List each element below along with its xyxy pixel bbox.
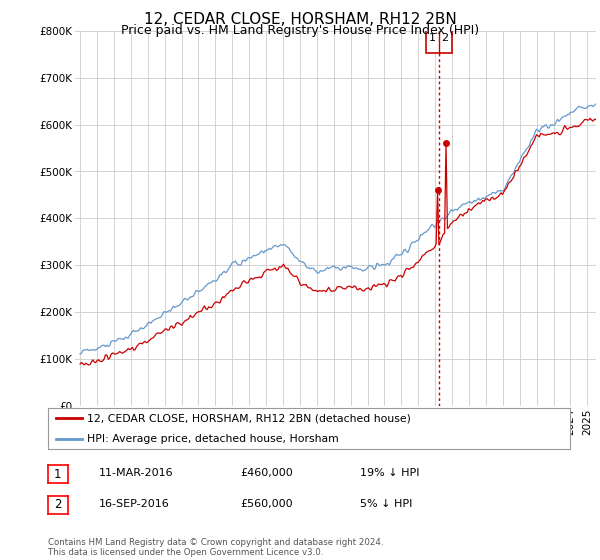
Text: £560,000: £560,000 xyxy=(240,499,293,509)
Text: HPI: Average price, detached house, Horsham: HPI: Average price, detached house, Hors… xyxy=(87,434,339,444)
Text: 12, CEDAR CLOSE, HORSHAM, RH12 2BN: 12, CEDAR CLOSE, HORSHAM, RH12 2BN xyxy=(143,12,457,27)
Text: 16-SEP-2016: 16-SEP-2016 xyxy=(99,499,170,509)
Text: 2: 2 xyxy=(442,33,449,43)
Text: 5% ↓ HPI: 5% ↓ HPI xyxy=(360,499,412,509)
Text: 1: 1 xyxy=(428,33,436,43)
Text: Price paid vs. HM Land Registry's House Price Index (HPI): Price paid vs. HM Land Registry's House … xyxy=(121,24,479,36)
Text: 11-MAR-2016: 11-MAR-2016 xyxy=(99,468,173,478)
Text: 12, CEDAR CLOSE, HORSHAM, RH12 2BN (detached house): 12, CEDAR CLOSE, HORSHAM, RH12 2BN (deta… xyxy=(87,413,411,423)
Text: 1: 1 xyxy=(54,468,62,480)
Text: Contains HM Land Registry data © Crown copyright and database right 2024.
This d: Contains HM Land Registry data © Crown c… xyxy=(48,538,383,557)
Bar xyxy=(425,23,452,53)
Text: 19% ↓ HPI: 19% ↓ HPI xyxy=(360,468,419,478)
Text: £460,000: £460,000 xyxy=(240,468,293,478)
Text: 2: 2 xyxy=(54,498,62,511)
